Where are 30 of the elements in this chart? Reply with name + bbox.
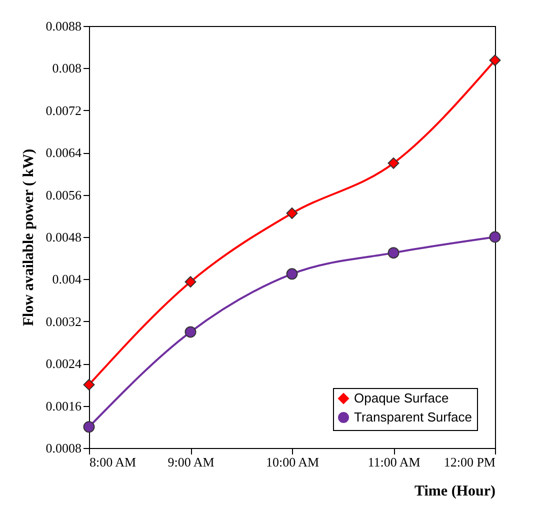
y-tick-label: 0.0064 <box>46 145 82 160</box>
x-tick-label: 9:00 AM <box>168 454 215 470</box>
y-tick-label: 0.0032 <box>46 314 82 329</box>
point <box>83 421 95 433</box>
x-tick-label: 12:00 PM <box>444 454 496 470</box>
point <box>184 326 196 338</box>
point <box>489 54 501 66</box>
point <box>388 247 400 259</box>
y-tick-label: 0.008 <box>52 60 82 76</box>
x-tick-label: 11:00 AM <box>368 454 421 470</box>
y-tick-label: 0.0024 <box>46 356 82 372</box>
y-tick-label: 0.0016 <box>46 398 82 414</box>
point <box>286 208 298 220</box>
point <box>83 378 95 390</box>
y-tick-label: 0.0056 <box>46 187 82 202</box>
y-tick-label: 0.0048 <box>46 230 82 244</box>
x-tick-label: 10:00 AM <box>266 454 320 470</box>
point <box>489 231 501 243</box>
y-tick-label: 0.0008 <box>46 440 82 456</box>
point <box>286 268 298 280</box>
x-axis-title: Time (Hour) <box>414 484 496 500</box>
point <box>388 157 400 169</box>
y-tick-label: 0.0072 <box>46 102 82 118</box>
y-axis-title: Flow available power ( kW) <box>20 148 37 326</box>
legend-label: Opaque Surface <box>354 390 449 406</box>
y-tick-label: 0.0088 <box>46 18 82 34</box>
x-tick-label: 8:00 AM <box>90 454 137 470</box>
point <box>184 276 196 288</box>
legend-label: Transparent Surface <box>354 410 472 424</box>
y-tick-label: 0.004 <box>52 272 82 287</box>
